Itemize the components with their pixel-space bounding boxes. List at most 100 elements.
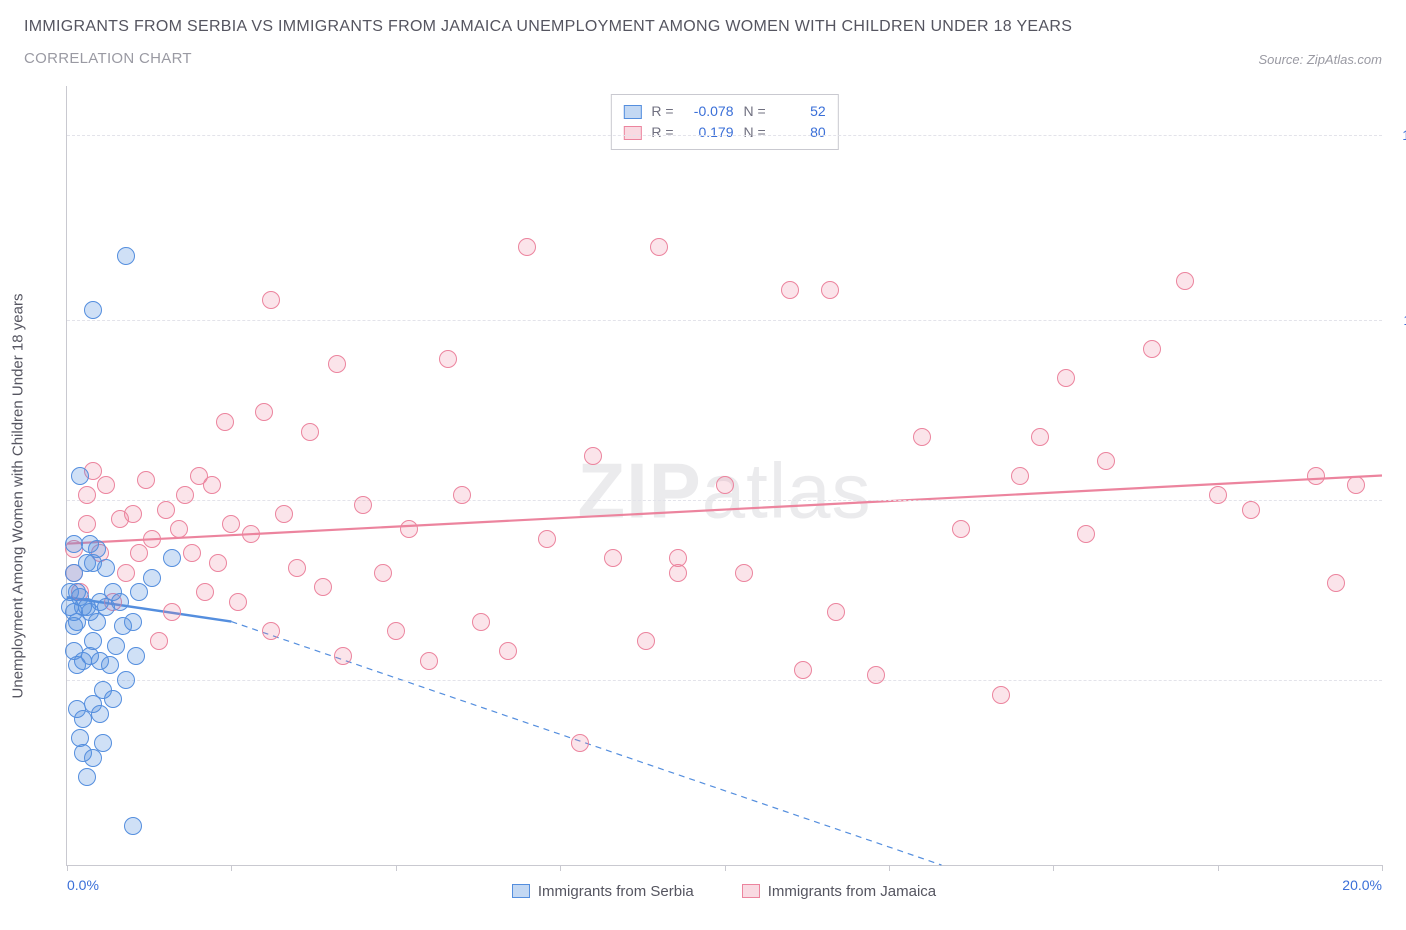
y-axis-label: Unemployment Among Women with Children U… bbox=[10, 294, 27, 699]
data-point bbox=[288, 559, 306, 577]
chart-title: IMMIGRANTS FROM SERBIA VS IMMIGRANTS FRO… bbox=[24, 18, 1382, 36]
data-point bbox=[143, 569, 161, 587]
data-point bbox=[1143, 340, 1161, 358]
data-point bbox=[439, 350, 457, 368]
data-point bbox=[216, 413, 234, 431]
gridline bbox=[67, 500, 1382, 501]
data-point bbox=[1242, 501, 1260, 519]
y-tick-label: 3.8% bbox=[1388, 672, 1406, 688]
data-point bbox=[150, 632, 168, 650]
data-point bbox=[107, 637, 125, 655]
data-point bbox=[183, 544, 201, 562]
x-tick-mark bbox=[67, 865, 68, 871]
source-prefix: Source: bbox=[1258, 52, 1306, 67]
data-point bbox=[913, 428, 931, 446]
data-point bbox=[84, 632, 102, 650]
source-name: ZipAtlas.com bbox=[1307, 52, 1382, 67]
data-point bbox=[420, 652, 438, 670]
data-point bbox=[669, 549, 687, 567]
data-point bbox=[334, 647, 352, 665]
y-tick-label: 15.0% bbox=[1388, 127, 1406, 143]
data-point bbox=[1057, 369, 1075, 387]
data-point bbox=[1307, 467, 1325, 485]
data-point bbox=[124, 613, 142, 631]
data-point bbox=[78, 515, 96, 533]
bottom-legend: Immigrants from Serbia Immigrants from J… bbox=[66, 876, 1382, 906]
data-point bbox=[1209, 486, 1227, 504]
stats-row-serbia: R = -0.078 N = 52 bbox=[623, 101, 825, 122]
data-point bbox=[650, 238, 668, 256]
data-point bbox=[111, 593, 129, 611]
data-point bbox=[499, 642, 517, 660]
data-point bbox=[374, 564, 392, 582]
x-tick-mark bbox=[1382, 865, 1383, 871]
legend-item-jamaica: Immigrants from Jamaica bbox=[742, 883, 936, 900]
data-point bbox=[781, 281, 799, 299]
data-point bbox=[1031, 428, 1049, 446]
r-value-serbia: -0.078 bbox=[684, 101, 734, 122]
x-tick-mark bbox=[396, 865, 397, 871]
data-point bbox=[275, 505, 293, 523]
stats-row-jamaica: R = 0.179 N = 80 bbox=[623, 122, 825, 143]
gridline bbox=[67, 135, 1382, 136]
data-point bbox=[387, 622, 405, 640]
gridline bbox=[67, 320, 1382, 321]
scatter-plot: ZIPatlas R = -0.078 N = 52 R = 0.179 N =… bbox=[66, 86, 1382, 866]
x-tick-mark bbox=[560, 865, 561, 871]
data-point bbox=[992, 686, 1010, 704]
data-point bbox=[203, 476, 221, 494]
data-point bbox=[1327, 574, 1345, 592]
r-label: R = bbox=[651, 101, 673, 122]
chart-subtitle: CORRELATION CHART bbox=[24, 50, 192, 67]
data-point bbox=[571, 734, 589, 752]
data-point bbox=[827, 603, 845, 621]
data-point bbox=[117, 564, 135, 582]
data-point bbox=[65, 535, 83, 553]
data-point bbox=[130, 544, 148, 562]
swatch-blue-icon bbox=[623, 105, 641, 119]
data-point bbox=[242, 525, 260, 543]
legend-label-serbia: Immigrants from Serbia bbox=[538, 883, 694, 900]
x-tick-mark bbox=[1053, 865, 1054, 871]
data-point bbox=[71, 467, 89, 485]
data-point bbox=[1176, 272, 1194, 290]
data-point bbox=[196, 583, 214, 601]
data-point bbox=[157, 501, 175, 519]
x-tick-mark bbox=[1218, 865, 1219, 871]
chart-area: Unemployment Among Women with Children U… bbox=[24, 86, 1382, 906]
data-point bbox=[1077, 525, 1095, 543]
data-point bbox=[176, 486, 194, 504]
data-point bbox=[88, 540, 106, 558]
data-point bbox=[262, 291, 280, 309]
r-label: R = bbox=[651, 122, 673, 143]
data-point bbox=[97, 476, 115, 494]
data-point bbox=[314, 578, 332, 596]
legend-item-serbia: Immigrants from Serbia bbox=[512, 883, 694, 900]
x-tick-mark bbox=[725, 865, 726, 871]
n-value-serbia: 52 bbox=[776, 101, 826, 122]
data-point bbox=[518, 238, 536, 256]
data-point bbox=[222, 515, 240, 533]
data-point bbox=[117, 671, 135, 689]
n-label: N = bbox=[744, 122, 766, 143]
data-point bbox=[130, 583, 148, 601]
data-point bbox=[127, 647, 145, 665]
data-point bbox=[84, 301, 102, 319]
data-point bbox=[716, 476, 734, 494]
data-point bbox=[821, 281, 839, 299]
data-point bbox=[538, 530, 556, 548]
swatch-pink-icon bbox=[623, 126, 641, 140]
data-point bbox=[163, 549, 181, 567]
data-point bbox=[101, 656, 119, 674]
data-point bbox=[952, 520, 970, 538]
stats-legend-box: R = -0.078 N = 52 R = 0.179 N = 80 bbox=[610, 94, 838, 150]
data-point bbox=[124, 505, 142, 523]
n-label: N = bbox=[744, 101, 766, 122]
n-value-jamaica: 80 bbox=[776, 122, 826, 143]
data-point bbox=[584, 447, 602, 465]
source-text: Source: ZipAtlas.com bbox=[1258, 52, 1382, 67]
data-point bbox=[255, 403, 273, 421]
data-point bbox=[1011, 467, 1029, 485]
x-tick-mark bbox=[889, 865, 890, 871]
data-point bbox=[262, 622, 280, 640]
